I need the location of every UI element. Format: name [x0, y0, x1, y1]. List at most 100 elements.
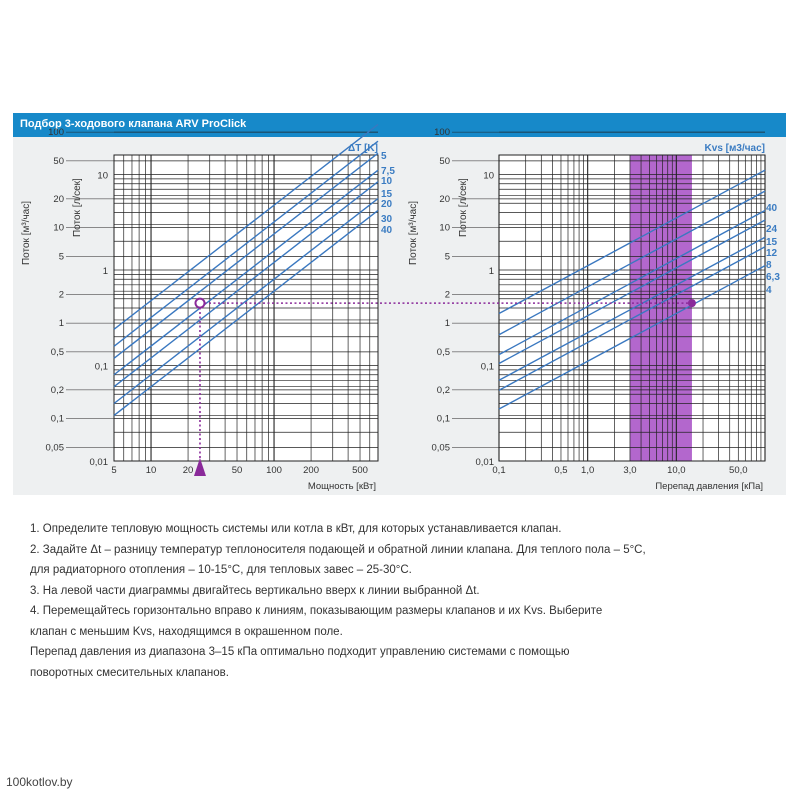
series-label: 30: [381, 214, 393, 225]
instruction-line: для радиаторного отопления – 10-15°С, дл…: [30, 564, 412, 576]
y-axis-label: Поток [л/сек]: [458, 178, 469, 237]
y-tick-label: 20: [53, 194, 64, 205]
y-tick-label: 2: [445, 289, 450, 300]
y-tick-label: 10: [439, 223, 450, 234]
y-axis-label: Поток [м³/час]: [408, 201, 419, 265]
series-label: 5: [381, 151, 387, 162]
instruction-line: клапан с меньшим Kvs, находящимся в окра…: [30, 625, 343, 638]
x-tick-label: 500: [352, 465, 368, 476]
x-tick-label: 200: [303, 465, 319, 476]
chart-title: Подбор 3-ходового клапана ARV ProClick: [20, 118, 247, 130]
y-tick-label: 0,01: [90, 457, 109, 468]
series-label: 15: [766, 237, 778, 248]
series-line: [113, 152, 379, 359]
series-line: [498, 265, 766, 410]
y-tick-label: 0,1: [481, 361, 494, 372]
y-axis-label: Поток [л/сек]: [72, 178, 83, 237]
y-tick-label: 1: [59, 318, 64, 329]
x-tick-label: 0,1: [492, 465, 505, 476]
series-label: 4: [766, 285, 772, 296]
y-tick-label: 100: [434, 127, 450, 138]
y-tick-label: 1: [103, 266, 108, 277]
y-tick-label: 2: [59, 289, 64, 300]
y-tick-label: 0,5: [437, 347, 450, 358]
instruction-line: поворотных смесительных клапанов.: [30, 666, 229, 679]
y-tick-label: 0,05: [432, 442, 451, 453]
y-tick-label: 0,01: [476, 457, 495, 468]
power-arrow-marker: [193, 458, 206, 476]
y-tick-label: 0,1: [95, 361, 108, 372]
x-tick-label: 1,0: [581, 465, 594, 476]
series-line: [498, 246, 766, 391]
series-label: 24: [766, 224, 778, 235]
selection-path: [193, 297, 696, 476]
y-tick-label: 50: [439, 156, 450, 167]
y-tick-label: 100: [48, 127, 64, 138]
instructions: 1. Определите тепловую мощность системы …: [30, 519, 770, 683]
x-tick-label: 3,0: [623, 465, 636, 476]
selected-valve-point: [687, 299, 696, 308]
y-tick-label: 1: [445, 318, 450, 329]
selected-point-marker: [194, 297, 206, 309]
series-line: [498, 169, 766, 315]
series-line: [498, 209, 766, 356]
instruction-line: 2. Задайте Δt – разницу температур тепло…: [30, 543, 646, 556]
x-tick-label: 50,0: [729, 465, 748, 476]
series-line: [113, 209, 379, 416]
y-axis-label: Поток [м³/час]: [21, 201, 32, 265]
plot-frame: [113, 154, 379, 462]
y-tick-label: 0,05: [46, 442, 65, 453]
series-line: [113, 123, 379, 330]
series-label: 12: [766, 248, 778, 259]
watermark: 100kotlov.by: [6, 775, 73, 789]
legend-title: Kvs [м3/час]: [705, 143, 765, 154]
series-label: 15: [381, 189, 393, 200]
series-label: 40: [766, 203, 778, 214]
header-bar: Подбор 3-ходового клапана ARV ProClick: [13, 113, 786, 137]
y-tick-label: 10: [53, 223, 64, 234]
x-tick-label: 20: [183, 465, 194, 476]
y-tick-label: 5: [445, 251, 450, 262]
instruction-line: 4. Перемещайтесь горизонтально вправо к …: [30, 605, 603, 617]
y-tick-label: 0,2: [437, 385, 450, 396]
y-tick-label: 1: [489, 266, 494, 277]
series-line: [113, 181, 379, 388]
series-label: 6,3: [766, 272, 780, 283]
y-tick-label: 50: [53, 156, 64, 167]
y-tick-label: 0,1: [51, 414, 64, 425]
series-line: [113, 197, 379, 405]
plot-frame: [498, 154, 766, 462]
y-tick-label: 0,1: [437, 414, 450, 425]
y-tick-label: 5: [59, 251, 64, 262]
grid: [498, 131, 766, 462]
y-tick-label: 10: [97, 170, 108, 181]
series-label: 8: [766, 260, 772, 271]
series-label: 10: [381, 176, 393, 187]
y-tick-label: 20: [439, 194, 450, 205]
x-axis-label: Перепад давления [кПа]: [655, 481, 763, 492]
x-tick-label: 50: [232, 465, 243, 476]
x-tick-label: 10: [146, 465, 157, 476]
y-tick-label: 0,5: [51, 347, 64, 358]
x-tick-label: 0,5: [554, 465, 567, 476]
series-line: [113, 169, 379, 376]
series-line: [498, 190, 766, 336]
legend-title: ΔT [K]: [348, 143, 378, 154]
x-tick-label: 100: [266, 465, 282, 476]
series-line: [498, 219, 766, 365]
x-axis-label: Мощность [кВт]: [308, 481, 376, 492]
instruction-line: Перепад давления из диапазона 3–15 кПа о…: [30, 646, 570, 658]
y-tick-label: 0,2: [51, 385, 64, 396]
series-label: 20: [381, 199, 393, 210]
series-line: [498, 236, 766, 381]
x-tick-label: 10,0: [667, 465, 686, 476]
series-line: [113, 140, 379, 347]
x-tick-label: 5: [111, 465, 116, 476]
series-label: 40: [381, 225, 393, 236]
series-label: 7,5: [381, 166, 395, 177]
instruction-line: 1. Определите тепловую мощность системы …: [30, 523, 562, 535]
y-tick-label: 10: [483, 170, 494, 181]
